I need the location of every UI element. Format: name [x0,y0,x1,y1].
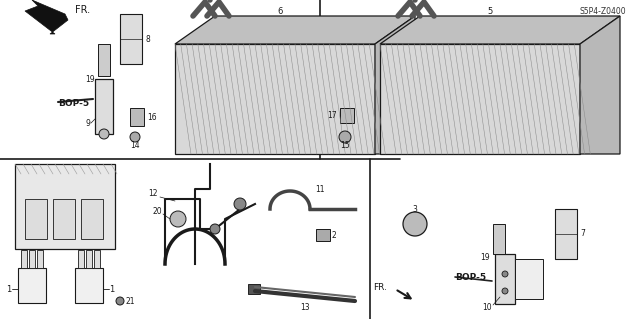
Bar [120,14,142,64]
Text: 17: 17 [328,110,337,120]
Text: S5P4-Z0400: S5P4-Z0400 [580,6,627,16]
Bar [86,250,92,268]
Text: 10: 10 [483,302,492,311]
Bar [340,108,354,123]
Bar [515,259,543,299]
Circle shape [116,297,124,305]
Polygon shape [175,16,415,44]
Bar [248,284,260,294]
Text: 1: 1 [6,285,11,293]
Text: 16: 16 [147,113,157,122]
Circle shape [234,198,246,210]
Bar [495,254,515,304]
Text: 13: 13 [300,302,310,311]
Bar [21,250,27,268]
Text: 12: 12 [148,189,158,198]
Bar [493,224,505,254]
Text: 6: 6 [277,6,283,16]
Text: 20: 20 [152,206,162,216]
Polygon shape [380,44,580,154]
Circle shape [403,212,427,236]
Text: FR.: FR. [75,5,90,15]
Bar [75,268,103,303]
Text: BOP-5: BOP-5 [58,100,89,108]
Bar [18,268,46,303]
Bar [15,164,115,249]
Text: 11: 11 [316,184,324,194]
Circle shape [502,271,508,277]
Text: 1: 1 [109,285,115,293]
Bar [37,250,43,268]
Circle shape [99,129,109,139]
Text: 19: 19 [481,253,490,262]
Polygon shape [580,16,620,154]
Text: 8: 8 [145,34,150,43]
Text: BOP-5: BOP-5 [455,272,486,281]
Bar [555,209,577,259]
Text: 3: 3 [413,204,417,213]
Bar [94,250,100,268]
Bar [130,108,144,126]
Circle shape [210,224,220,234]
Bar [98,44,110,76]
Bar [29,250,35,268]
Polygon shape [380,16,620,44]
Text: 21: 21 [126,296,136,306]
Text: 15: 15 [340,140,350,150]
Text: 7: 7 [580,229,585,239]
Text: 14: 14 [130,140,140,150]
Text: 2: 2 [332,231,337,240]
Bar [81,199,103,239]
Bar [53,199,75,239]
Bar [316,229,330,241]
Bar [95,79,113,134]
Circle shape [130,132,140,142]
Polygon shape [375,16,415,154]
Circle shape [339,131,351,143]
Circle shape [170,211,186,227]
Text: FR.: FR. [373,283,387,292]
Polygon shape [175,44,375,154]
Text: 9: 9 [85,118,90,128]
Circle shape [502,288,508,294]
Polygon shape [25,0,68,34]
Bar [78,250,84,268]
Bar [25,199,47,239]
Text: 19: 19 [85,75,95,84]
Text: 5: 5 [488,6,493,16]
